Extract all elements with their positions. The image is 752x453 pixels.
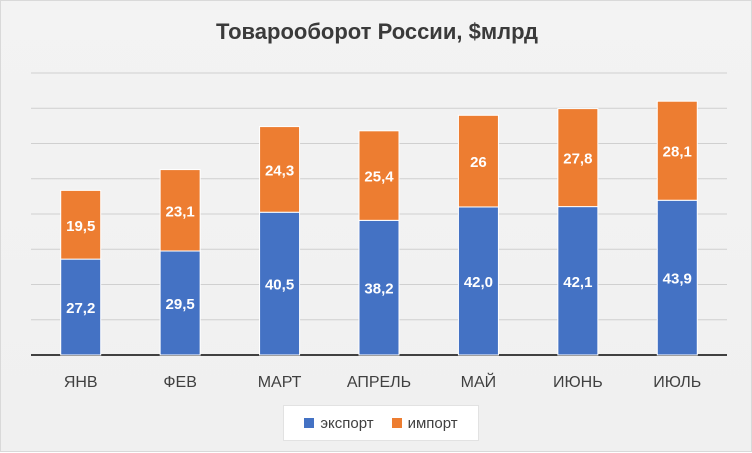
data-label: 26 xyxy=(470,154,487,171)
data-label: 27,8 xyxy=(563,151,592,168)
bar-export xyxy=(259,211,301,356)
bar-import xyxy=(457,114,499,208)
chart-title: Товарооборот России, $млрд xyxy=(216,19,538,44)
data-label: 42,0 xyxy=(464,274,493,291)
data-label: 40,5 xyxy=(265,277,294,294)
data-label: 28,1 xyxy=(663,144,692,161)
bar-export xyxy=(656,199,698,356)
data-label: 43,9 xyxy=(663,271,692,288)
legend-item-import: импорт xyxy=(391,414,458,432)
bar-export xyxy=(557,206,599,356)
data-label: 19,5 xyxy=(66,218,95,235)
bar-import xyxy=(656,100,698,201)
data-label: 29,5 xyxy=(166,296,195,313)
bar-export xyxy=(60,258,102,356)
legend-item-export: экспорт xyxy=(304,414,374,432)
x-tick-label: ЯНВ xyxy=(64,374,98,391)
bar-export xyxy=(358,219,400,356)
data-label: 38,2 xyxy=(364,281,393,298)
bar-import xyxy=(60,189,102,260)
legend-label-import: импорт xyxy=(407,414,458,432)
x-tick-label: ИЮНЬ xyxy=(553,374,603,391)
x-tick-label: АПРЕЛЬ xyxy=(347,374,411,391)
chart-legend: экспорт импорт xyxy=(283,405,479,441)
x-tick-label: ФЕВ xyxy=(163,374,197,391)
data-label: 23,1 xyxy=(166,203,195,220)
legend-swatch-import xyxy=(391,418,402,428)
bar-import xyxy=(259,126,301,213)
data-label: 24,3 xyxy=(265,162,294,179)
x-tick-label: ИЮЛЬ xyxy=(653,374,701,391)
data-label: 42,1 xyxy=(563,274,592,291)
legend-label-export: экспорт xyxy=(320,414,374,432)
bar-import xyxy=(358,130,400,221)
data-label: 25,4 xyxy=(364,169,394,186)
bar-import xyxy=(557,108,599,208)
bar-import xyxy=(159,169,201,252)
x-tick-label: МАРТ xyxy=(258,374,302,391)
x-tick-label: МАЙ xyxy=(461,372,497,391)
data-label: 27,2 xyxy=(66,300,95,317)
legend-swatch-export xyxy=(304,418,315,428)
